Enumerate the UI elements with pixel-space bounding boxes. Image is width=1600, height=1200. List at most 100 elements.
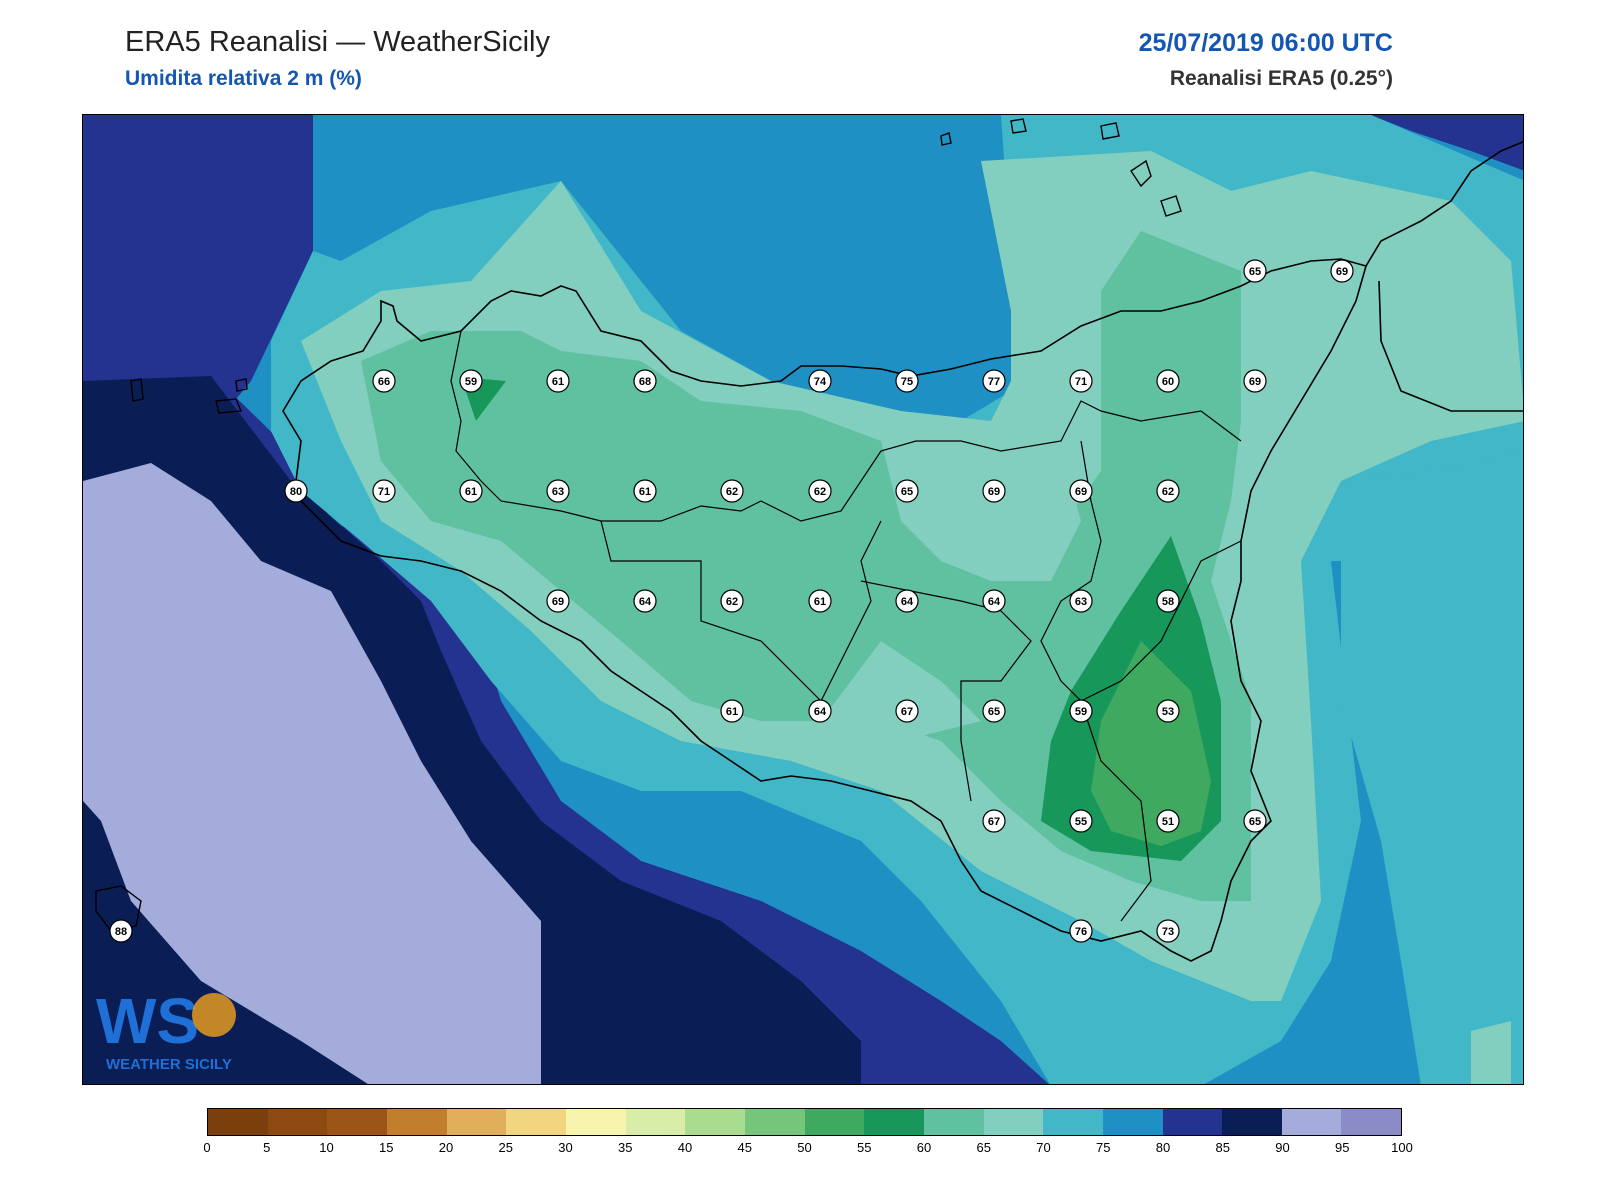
station-value: 62 [814,486,826,498]
colorbar-swatch [208,1109,268,1135]
colorbar-swatch [804,1109,865,1135]
station-value: 65 [901,486,913,498]
station-value: 69 [1075,486,1087,498]
station-value: 71 [378,486,390,498]
province-borders [450,330,1242,922]
colorbar-tick-label: 100 [1391,1140,1413,1155]
station-value: 61 [465,486,477,498]
station-value: 64 [814,706,827,718]
station-marker: 58 [1156,589,1180,613]
colorbar-tick-label: 65 [976,1140,991,1155]
station-marker: 65 [895,479,919,503]
colorbar-tick-label: 95 [1335,1140,1350,1155]
station-marker: 67 [895,699,919,723]
colorbar-tick-label: 5 [263,1140,271,1155]
station-marker: 68 [633,369,657,393]
station-value: 69 [988,486,1000,498]
station-value: 60 [1162,376,1174,388]
station-value: 53 [1162,706,1174,718]
station-marker: 60 [1156,369,1180,393]
station-value: 69 [552,596,564,608]
colorbar-tick-label: 55 [857,1140,872,1155]
field-60-65 [361,231,1251,901]
colorbar-tick-label: 90 [1275,1140,1290,1155]
humidity-contours: 66 59 61 68 74 75 77 71 60 69 65 69 80 71 61 63 61 62 62 65… [83,115,1523,1084]
colorbar-swatch [744,1109,805,1135]
station-marker: 65 [1243,809,1267,833]
calabria-coastline [1365,140,1523,412]
colorbar-tick-label: 60 [916,1140,932,1155]
station-value: 64 [639,596,652,608]
colorbar-swatch [923,1109,984,1135]
colorbar-tick-label: 10 [319,1140,334,1155]
colorbar-swatch [1043,1109,1103,1135]
colorbar-swatch [565,1109,626,1135]
map-datetime: 25/07/2019 06:00 UTC [1138,29,1393,57]
station-marker: 71 [1069,369,1093,393]
station-marker: 69 [546,589,570,613]
colorbar-swatch [1102,1109,1163,1135]
colorbar-swatch [267,1109,328,1135]
station-value: 75 [901,376,913,388]
colorbar-tick-label: 85 [1215,1140,1230,1155]
field-50-55 [1091,641,1211,846]
station-value: 68 [639,376,651,388]
station-marker: 75 [895,369,919,393]
station-marker: 67 [982,809,1006,833]
station-marker: 51 [1156,809,1180,833]
station-value: 62 [726,486,738,498]
colorbar-swatch [1341,1109,1402,1135]
station-marker: 80 [284,479,308,503]
station-value: 61 [552,376,564,388]
station-value: 61 [814,596,826,608]
field-90-95 [83,463,541,1084]
station-value: 63 [552,486,564,498]
colorbar-tick-label: 0 [203,1140,211,1155]
station-value: 67 [988,816,1000,828]
station-value: 88 [115,926,127,938]
colorbar-tick-label: 45 [737,1140,752,1155]
station-marker: 61 [546,369,570,393]
colorbar-tick-label: 50 [797,1140,812,1155]
station-marker: 61 [633,479,657,503]
map-subtitle: Umidita relativa 2 m (%) [125,67,362,90]
station-value: 59 [1075,706,1087,718]
station-marker: 61 [808,589,832,613]
station-value: 51 [1162,816,1174,828]
station-marker: 69 [1330,259,1354,283]
field-65-70-south [821,641,981,741]
station-value: 59 [465,376,477,388]
station-value: 61 [639,486,651,498]
field-65-70-central [901,431,1081,581]
field-65-70-corner [1471,1021,1511,1084]
station-marker: 71 [372,479,396,503]
colorbar-swatch [1162,1109,1223,1135]
station-marker: 61 [720,699,744,723]
field-80-85-northeast [1371,115,1523,171]
station-marker: 62 [1156,479,1180,503]
station-marker: 69 [982,479,1006,503]
colorbar-swatch [1222,1109,1282,1135]
colorbar-swatch [1281,1109,1342,1135]
station-value: 58 [1162,596,1174,608]
colorbar-swatch [864,1109,924,1135]
station-marker: 64 [633,589,657,613]
colorbar-tick-label: 80 [1155,1140,1171,1155]
colorbar-swatch [386,1109,447,1135]
station-marker: 74 [808,369,832,393]
sicily-coastline [282,258,1367,962]
station-marker: 66 [372,369,396,393]
colorbar-tick-label: 25 [498,1140,513,1155]
station-marker: 64 [982,589,1006,613]
station-value: 64 [901,596,914,608]
station-value: 66 [378,376,390,388]
colorbar-tick-label: 70 [1036,1140,1051,1155]
logo-text: WEATHER SICILY [106,1056,232,1073]
station-marker: 64 [895,589,919,613]
station-marker: 61 [459,479,483,503]
station-marker: 64 [808,699,832,723]
colorbar-tick-label: 35 [618,1140,633,1155]
logo-letters: WS [96,985,199,1057]
station-value: 55 [1075,816,1087,828]
station-marker: 62 [808,479,832,503]
